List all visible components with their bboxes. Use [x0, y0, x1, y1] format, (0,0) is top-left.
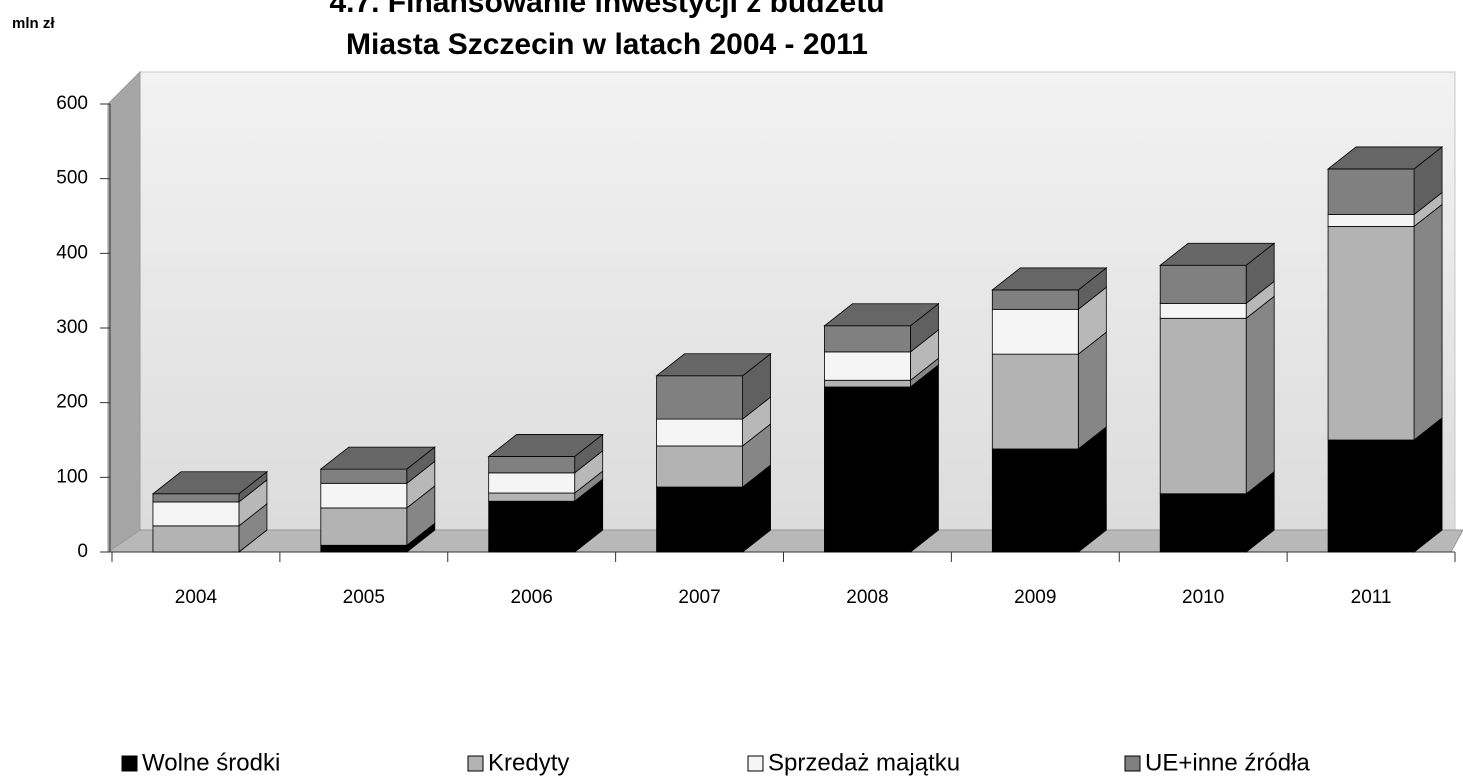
bar-segment	[488, 456, 576, 474]
x-tick-label: 2004	[175, 587, 218, 608]
y-tick-label: 200	[56, 392, 88, 413]
bar-top	[823, 303, 940, 327]
y-tick-label: 600	[56, 93, 88, 114]
bar-segment	[991, 308, 1079, 355]
bar-segment	[656, 445, 743, 488]
bar-side	[1245, 295, 1275, 495]
bar-side	[1413, 203, 1443, 441]
bar-segment	[320, 544, 408, 553]
bar-segment	[1327, 214, 1415, 227]
legend-label: UE+inne źródła	[1145, 749, 1310, 776]
legend-swatch	[121, 755, 138, 772]
x-tick-label: 2010	[1182, 587, 1224, 608]
bar-segment	[656, 418, 743, 447]
bar-segment	[1327, 226, 1415, 441]
bar-segment	[320, 507, 408, 546]
bar-segment	[824, 351, 911, 381]
bar-segment	[320, 482, 408, 509]
y-tick-label: 0	[77, 541, 88, 562]
bar-segment	[320, 468, 408, 484]
bar-top	[487, 434, 604, 457]
x-tick-label: 2006	[511, 587, 553, 608]
x-tick-label: 2011	[1351, 587, 1392, 608]
legend-label: Wolne środki	[142, 749, 280, 776]
bar-top	[151, 471, 269, 495]
chart-title: Miasta Szczecin w latach 2004 - 2011	[346, 28, 868, 61]
bar-top	[655, 353, 772, 377]
y-tick-label: 300	[56, 317, 88, 338]
bar-side	[910, 364, 939, 553]
bar-segment	[824, 379, 911, 388]
bar-segment	[656, 375, 743, 420]
bar-segment	[152, 493, 240, 503]
bar-segment	[1159, 317, 1247, 495]
bar-segment	[488, 492, 576, 502]
bar-segment	[991, 353, 1079, 450]
y-axis-label: mln zł	[12, 15, 55, 32]
bar-top	[1326, 146, 1444, 170]
bar-segment	[488, 472, 576, 494]
bar-segment	[656, 486, 743, 553]
bar-top	[319, 446, 436, 470]
x-tick-label: 2007	[678, 587, 720, 608]
bar-side	[1413, 417, 1443, 553]
chart-title: 4.7. Finansowanie inwestycji z budżetu	[329, 0, 884, 19]
legend-swatch	[467, 755, 484, 772]
bar-segment	[991, 448, 1079, 553]
bar-segment	[1159, 302, 1247, 319]
legend-label: Sprzedaż majątku	[768, 749, 960, 776]
y-tick-label: 100	[56, 466, 88, 487]
side-wall	[107, 70, 141, 553]
bar-segment	[488, 500, 576, 553]
y-tick-label: 500	[56, 168, 88, 189]
bar-segment	[152, 525, 240, 553]
bar-segment	[824, 325, 911, 353]
bar-segment	[824, 386, 911, 553]
bar-segment	[152, 501, 240, 527]
bar-segment	[1327, 439, 1415, 553]
y-tick-label: 400	[56, 242, 88, 263]
bar-segment	[1159, 493, 1247, 553]
bar-top	[1159, 242, 1276, 266]
legend-label: Kredyty	[488, 749, 569, 776]
legend-swatch	[747, 755, 764, 772]
bar-segment	[1159, 264, 1247, 304]
x-tick-label: 2008	[846, 587, 888, 608]
x-tick-label: 2005	[343, 587, 385, 608]
bar-segment	[1327, 168, 1415, 215]
legend-swatch	[1124, 755, 1141, 772]
bar-segment	[991, 289, 1079, 310]
bar-top	[991, 267, 1108, 291]
x-tick-label: 2009	[1014, 587, 1056, 608]
